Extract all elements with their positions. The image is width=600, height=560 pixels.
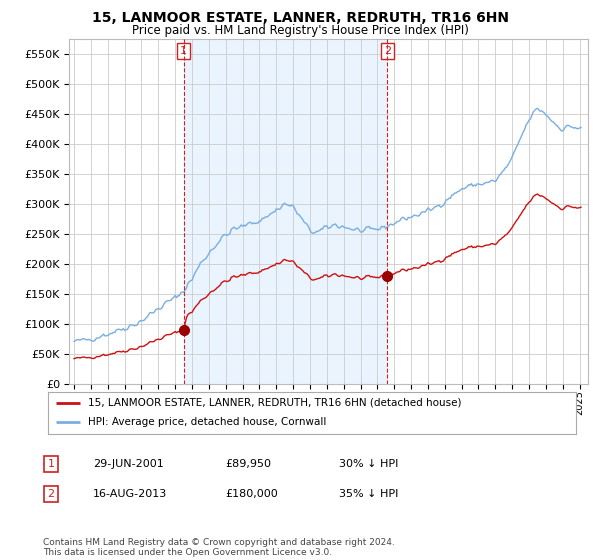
Text: Contains HM Land Registry data © Crown copyright and database right 2024.
This d: Contains HM Land Registry data © Crown c…: [43, 538, 395, 557]
Text: 30% ↓ HPI: 30% ↓ HPI: [339, 459, 398, 469]
Text: 2: 2: [47, 489, 55, 499]
Text: 35% ↓ HPI: 35% ↓ HPI: [339, 489, 398, 499]
Text: 1: 1: [180, 46, 187, 56]
Text: 1: 1: [47, 459, 55, 469]
Text: £180,000: £180,000: [225, 489, 278, 499]
Text: 15, LANMOOR ESTATE, LANNER, REDRUTH, TR16 6HN (detached house): 15, LANMOOR ESTATE, LANNER, REDRUTH, TR1…: [88, 398, 461, 408]
Text: 16-AUG-2013: 16-AUG-2013: [93, 489, 167, 499]
Text: 2: 2: [384, 46, 391, 56]
Text: 15, LANMOOR ESTATE, LANNER, REDRUTH, TR16 6HN: 15, LANMOOR ESTATE, LANNER, REDRUTH, TR1…: [91, 11, 509, 25]
Text: 29-JUN-2001: 29-JUN-2001: [93, 459, 164, 469]
Text: Price paid vs. HM Land Registry's House Price Index (HPI): Price paid vs. HM Land Registry's House …: [131, 24, 469, 36]
Text: HPI: Average price, detached house, Cornwall: HPI: Average price, detached house, Corn…: [88, 417, 326, 427]
Text: £89,950: £89,950: [225, 459, 271, 469]
Bar: [184, 39, 388, 384]
